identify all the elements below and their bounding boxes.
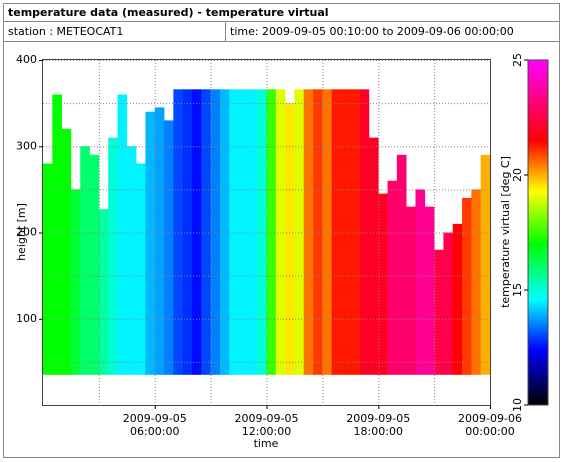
heat-column bbox=[154, 107, 165, 375]
y-tick-label: 100 bbox=[16, 312, 37, 325]
heat-column bbox=[303, 89, 314, 375]
heat-column bbox=[415, 189, 426, 375]
heat-column bbox=[322, 89, 332, 375]
heat-column bbox=[247, 89, 258, 375]
heat-column bbox=[452, 223, 463, 375]
heat-column bbox=[471, 189, 481, 375]
time-range: time: 2009-09-05 00:10:00 to 2009-09-06 … bbox=[230, 25, 514, 38]
heat-column bbox=[98, 209, 109, 375]
station: station : METEOCAT1 bbox=[8, 25, 123, 38]
heat-column bbox=[285, 103, 295, 375]
x-tick-label: 2009-09-05 12:00:00 bbox=[234, 412, 299, 438]
colorbar-label: temperature virtual [deg C] bbox=[499, 156, 512, 308]
heat-column bbox=[294, 89, 305, 375]
colorbar-tick-label: 15 bbox=[511, 283, 524, 297]
heat-column bbox=[173, 89, 183, 375]
heat-column bbox=[406, 206, 416, 375]
heat-column bbox=[443, 232, 454, 375]
heat-column bbox=[52, 94, 62, 375]
heat-column bbox=[192, 89, 202, 375]
y-tick-label: 200 bbox=[16, 226, 37, 239]
heat-column bbox=[136, 163, 146, 375]
heat-column bbox=[396, 154, 407, 375]
y-tick-label: 300 bbox=[16, 139, 37, 152]
colorbar-tick-label: 25 bbox=[511, 53, 524, 67]
y-tick-label: 400 bbox=[16, 53, 37, 66]
heat-column bbox=[378, 193, 388, 375]
heat-column bbox=[145, 111, 156, 375]
heat-column bbox=[359, 89, 370, 375]
heat-column bbox=[89, 154, 100, 375]
heat-column bbox=[108, 137, 118, 375]
heat-column bbox=[117, 94, 128, 375]
heat-column bbox=[257, 89, 267, 375]
heat-column bbox=[350, 89, 360, 375]
title: temperature data (measured) - temperatur… bbox=[8, 6, 329, 19]
heat-column bbox=[210, 89, 221, 375]
heat-column bbox=[43, 163, 53, 375]
colorbar-tick-label: 10 bbox=[511, 398, 524, 412]
heat-column bbox=[182, 89, 193, 375]
heat-column bbox=[70, 189, 81, 375]
heat-column bbox=[341, 89, 351, 375]
heat-column bbox=[126, 146, 137, 375]
heat-column bbox=[219, 89, 230, 375]
x-axis-label: time bbox=[254, 437, 279, 450]
heat-column bbox=[61, 129, 72, 375]
colorbar-tick-label: 20 bbox=[511, 168, 524, 182]
heat-column bbox=[434, 249, 444, 375]
heat-column bbox=[424, 206, 435, 375]
heat-column bbox=[229, 89, 239, 375]
x-tick-label: 2009-09-05 18:00:00 bbox=[346, 412, 411, 438]
heat-column bbox=[238, 89, 249, 375]
x-tick-label: 2009-09-06 00:00:00 bbox=[458, 412, 522, 438]
heat-column bbox=[331, 89, 342, 375]
heat-column bbox=[313, 89, 323, 375]
heat-column bbox=[387, 180, 398, 375]
x-tick-label: 2009-09-05 06:00:00 bbox=[122, 412, 187, 438]
heat-column bbox=[266, 89, 277, 375]
heat-column bbox=[275, 89, 286, 375]
colorbar bbox=[527, 59, 549, 406]
heat-column bbox=[480, 154, 491, 375]
heat-column bbox=[80, 146, 90, 375]
heat-column bbox=[164, 120, 174, 375]
heat-column bbox=[201, 89, 211, 375]
y-axis-label: height [m] bbox=[15, 203, 28, 261]
heat-column bbox=[368, 137, 379, 375]
heat-column bbox=[462, 198, 472, 375]
